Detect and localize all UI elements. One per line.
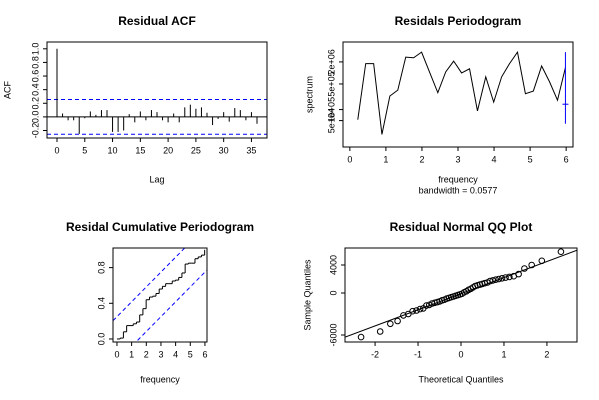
qq-point: [528, 261, 535, 269]
x-tick-label: 5: [82, 145, 87, 155]
qq-point: [498, 275, 506, 282]
x-tick-label: 6: [202, 349, 207, 359]
y-tick-label: 0.8: [30, 56, 40, 69]
chart-title: Residual Normal QQ Plot: [390, 220, 533, 234]
qq-point: [538, 257, 546, 265]
y-tick-label: 0.4: [96, 297, 106, 310]
chart-title: Residual ACF: [118, 14, 196, 28]
x-tick-label: 0: [458, 349, 463, 359]
x-axis-label: frequency: [438, 174, 478, 184]
chart-title: Residals Periodogram: [395, 14, 522, 28]
y-tick-label: 0: [328, 290, 338, 295]
qq-point: [416, 305, 424, 313]
qq-point: [521, 265, 528, 272]
x-tick-label: 15: [135, 145, 145, 155]
x-tick-label: 6: [564, 154, 569, 164]
y-tick-label: 0.0: [96, 333, 106, 346]
qq-point: [376, 328, 384, 335]
x-axis-label: Theoretical Quantiles: [418, 374, 504, 384]
qq-point: [413, 307, 420, 314]
x-tick-label: 4: [173, 349, 178, 359]
chart-title: Residal Cumulative Periodogram: [66, 220, 254, 234]
qq-point: [394, 317, 401, 325]
y-tick-label: 0.4: [30, 83, 40, 96]
y-tick-label: 0.8: [96, 261, 106, 274]
x-tick-label: 10: [108, 145, 118, 155]
qq-point: [495, 275, 503, 283]
qq-point: [489, 277, 497, 284]
x-tick-label: 2: [544, 349, 549, 359]
y-tick-label: 0.2: [30, 97, 40, 110]
y-tick-label: -6000: [328, 323, 338, 346]
x-tick-label: 4: [492, 154, 497, 164]
qq-point: [492, 276, 499, 284]
plot-frame: [112, 247, 208, 343]
x-axis-label: Lag: [149, 174, 164, 184]
x-axis-label: frequency: [140, 374, 180, 384]
y-tick-label: 5e+05: [326, 71, 336, 96]
qq-point: [557, 248, 565, 256]
y-axis-label: spectrum: [304, 76, 314, 113]
y-tick-label: 0.6: [30, 70, 40, 83]
x-tick-label: 0: [114, 349, 119, 359]
y-axis-label: ACF: [2, 80, 12, 99]
y-tick-label: 2e+06: [326, 49, 336, 74]
x-tick-label: 2: [144, 349, 149, 359]
qq-point: [357, 333, 365, 341]
x-tick-label: 2: [419, 154, 424, 164]
y-tick-label: 1.0: [30, 43, 40, 56]
x-tick-label: 0: [347, 154, 352, 164]
qq-point: [515, 270, 522, 278]
plot-frame: [46, 41, 268, 139]
y-tick-label: 4000: [328, 255, 338, 275]
reference-line: [135, 269, 207, 342]
qq-point: [502, 274, 509, 281]
qq-point: [506, 273, 513, 281]
x-tick-label: 5: [528, 154, 533, 164]
x-tick-label: 1: [129, 349, 134, 359]
x-tick-label: 3: [455, 154, 460, 164]
x-tick-label: 5: [188, 349, 193, 359]
qq-line: [345, 249, 577, 338]
x-tick-label: -2: [371, 349, 379, 359]
subtitle: bandwidth = 0.0577: [419, 185, 498, 195]
spectrum-line: [357, 50, 566, 135]
plot-area: [345, 248, 577, 341]
y-axis-label: Sample Quantiles: [302, 259, 312, 331]
plot-area: [47, 48, 267, 135]
y-tick-label: 0.0: [30, 111, 40, 124]
plot-area: [113, 248, 207, 342]
x-tick-label: -1: [414, 349, 422, 359]
x-tick-label: 0: [54, 145, 59, 155]
x-tick-label: 20: [163, 145, 173, 155]
qq-point: [387, 320, 394, 328]
y-tick-label: 5e+04: [326, 108, 336, 133]
qq-point: [409, 307, 416, 315]
x-tick-label: 30: [219, 145, 229, 155]
x-tick-label: 3: [158, 349, 163, 359]
x-tick-label: 35: [246, 145, 256, 155]
qq-point: [423, 302, 430, 309]
reference-line: [113, 248, 186, 322]
x-tick-label: 25: [191, 145, 201, 155]
x-tick-label: 1: [501, 349, 506, 359]
x-tick-label: 1: [383, 154, 388, 164]
y-tick-label: -0.2: [30, 123, 40, 139]
plot-area: [357, 50, 569, 135]
y-tick-label: 1e+05: [326, 97, 336, 122]
